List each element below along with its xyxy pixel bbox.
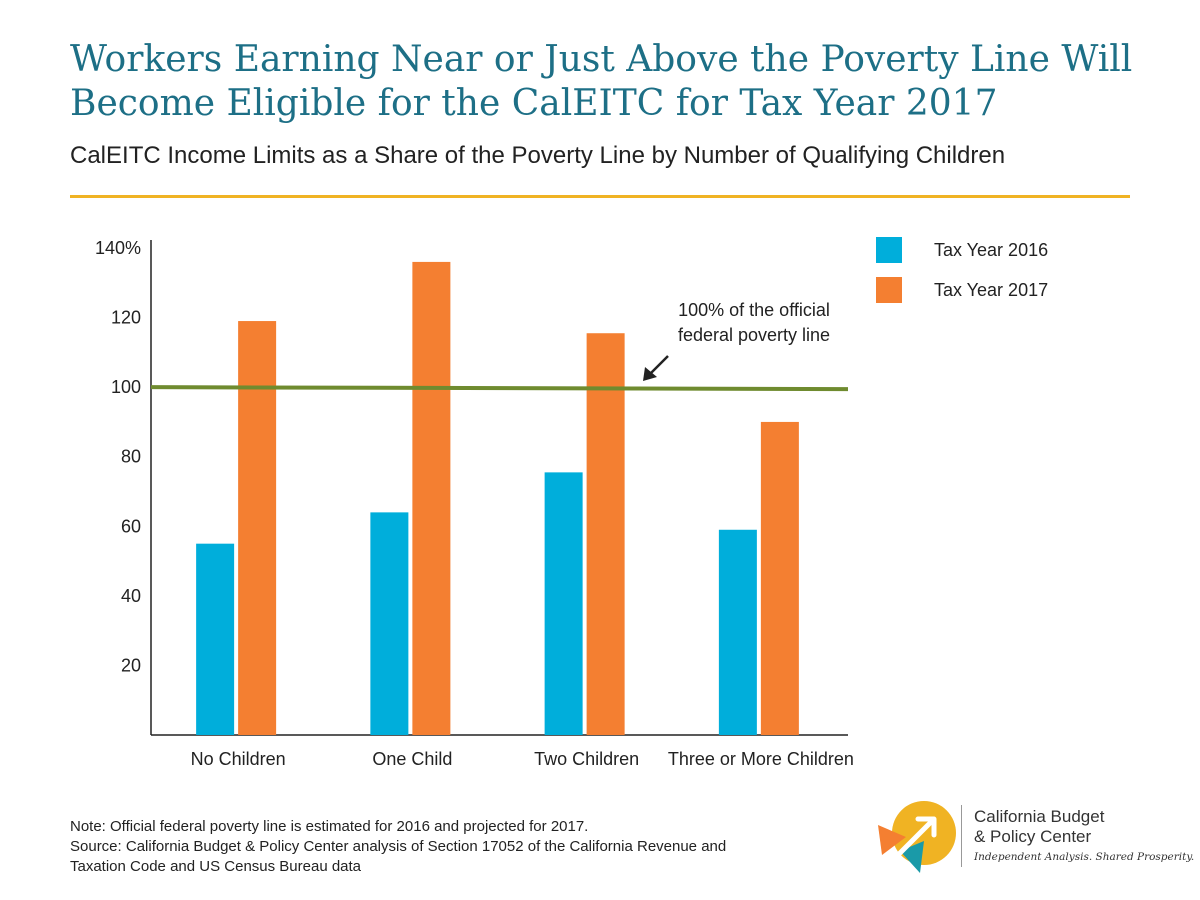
logo-mark-icon xyxy=(878,801,956,873)
title-line-1: Workers Earning Near or Just Above the P… xyxy=(70,39,1133,80)
y-tick-label: 40 xyxy=(121,586,141,606)
footnote: Note: Official federal poverty line is e… xyxy=(70,817,726,877)
footnote-source-2: Taxation Code and US Census Bureau data xyxy=(70,858,362,875)
x-tick-label: Two Children xyxy=(534,749,639,769)
annotation-arrow xyxy=(648,355,669,376)
y-tick-label: 20 xyxy=(121,655,141,675)
bar-2017 xyxy=(586,333,625,735)
logo-text: California Budget & Policy Center Indepe… xyxy=(974,807,1194,863)
legend-swatch-2017 xyxy=(876,277,902,303)
x-tick-label: Three or More Children xyxy=(668,749,854,769)
bar-2016 xyxy=(544,472,583,735)
footnote-source-1: Source: California Budget & Policy Cente… xyxy=(70,838,727,855)
x-tick-label: No Children xyxy=(191,749,286,769)
bar-2017 xyxy=(238,321,277,735)
bar-2016 xyxy=(196,543,235,735)
logo-name-line-2: & Policy Center xyxy=(974,827,1092,846)
y-tick-label: 80 xyxy=(121,447,141,467)
title-line-2: Become Eligible for the CalEITC for Tax … xyxy=(70,83,998,124)
legend-item-2017: Tax Year 2017 xyxy=(876,275,1048,305)
poverty-line-annotation: 100% of the official xyxy=(678,300,830,320)
y-tick-label: 100 xyxy=(111,377,141,397)
poverty-line-annotation: federal poverty line xyxy=(678,325,830,345)
chart-subtitle: CalEITC Income Limits as a Share of the … xyxy=(70,142,1006,169)
bar-2016 xyxy=(718,529,757,735)
bar-chart: 20 40 60 80 100 120 140% No Children One Child Tw… xyxy=(95,238,854,769)
bar-2017 xyxy=(760,421,799,735)
y-tick-label: 120 xyxy=(111,308,141,328)
y-tick-label: 60 xyxy=(121,516,141,536)
organization-logo: California Budget & Policy Center Indepe… xyxy=(876,797,1194,877)
annotation-arrowhead xyxy=(643,367,657,381)
legend-label-2016: Tax Year 2016 xyxy=(934,239,1049,260)
y-tick-label: 140% xyxy=(95,238,141,258)
logo-divider xyxy=(961,805,962,867)
logo-name-line-1: California Budget xyxy=(974,807,1105,826)
logo-tagline: Independent Analysis. Shared Prosperity. xyxy=(974,851,1195,863)
chart-title: Workers Earning Near or Just Above the P… xyxy=(70,38,1170,126)
legend-item-2016: Tax Year 2016 xyxy=(876,235,1048,265)
title-divider xyxy=(70,195,1130,198)
x-tick-label: One Child xyxy=(372,749,452,769)
bar-2017 xyxy=(412,261,451,735)
bar-2016 xyxy=(370,512,409,735)
legend-label-2017: Tax Year 2017 xyxy=(934,279,1049,300)
legend-swatch-2016 xyxy=(876,237,902,263)
poverty-line xyxy=(150,385,849,392)
footnote-note: Note: Official federal poverty line is e… xyxy=(70,818,589,835)
